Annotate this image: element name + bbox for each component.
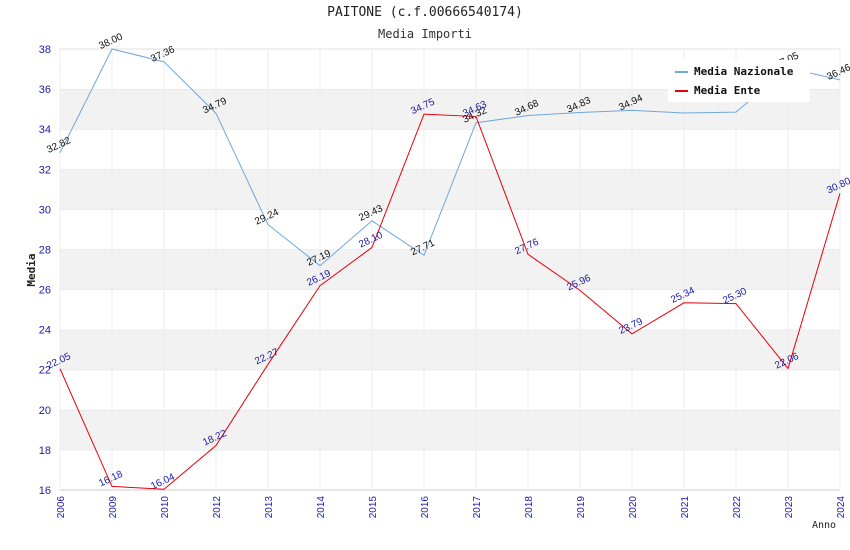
legend-box — [668, 60, 810, 102]
grid-band — [60, 449, 840, 490]
y-tick-label: 22 — [39, 365, 51, 377]
y-tick-label: 26 — [39, 285, 51, 297]
y-tick-label: 34 — [39, 124, 51, 136]
x-tick-label: 2023 — [784, 496, 795, 519]
x-tick-label: 2014 — [316, 496, 327, 519]
x-tick-labels: 2006 2009 2010 2012 2013 2014 2015 2016 2017 2018… — [56, 496, 847, 519]
x-tick-label: 2015 — [368, 496, 379, 519]
y-tick-label: 18 — [39, 445, 51, 457]
grid-band — [60, 409, 840, 450]
grid-band — [60, 129, 840, 170]
axes — [59, 49, 841, 491]
x-tick-label: 2017 — [472, 496, 483, 519]
x-tick-label: 2009 — [108, 496, 119, 519]
x-tick-label: 2016 — [420, 496, 431, 519]
grid-band — [60, 209, 840, 250]
x-tick-label: 2013 — [264, 496, 275, 519]
chart-title: PAITONE (c.f.00666540174) — [327, 5, 523, 20]
legend: Media Nazionale Media Ente — [668, 60, 810, 102]
grid-band — [60, 369, 840, 410]
y-tick-label: 36 — [39, 84, 51, 96]
x-tick-label: 2012 — [212, 496, 223, 519]
legend-label-ente: Media Ente — [694, 84, 761, 97]
y-tick-label: 20 — [39, 405, 51, 417]
y-tick-label: 30 — [39, 204, 51, 216]
y-tick-label: 38 — [39, 44, 51, 56]
grid-band — [60, 249, 840, 290]
y-tick-label: 28 — [39, 244, 51, 256]
series-line-nazionale — [59, 48, 841, 267]
x-tick-label: 2006 — [56, 496, 67, 519]
x-tick-label: 2021 — [680, 496, 691, 519]
grid-bands — [60, 48, 840, 490]
x-tick-label: 2022 — [732, 496, 743, 519]
y-tick-label: 24 — [39, 325, 51, 337]
grid-band — [60, 289, 840, 330]
y-axis-label: Media — [25, 253, 38, 286]
y-tick-label: 16 — [39, 485, 51, 497]
x-tick-label: 2020 — [628, 496, 639, 519]
grid-band — [60, 329, 840, 370]
series-lines — [59, 48, 841, 490]
legend-label-nazionale: Media Nazionale — [694, 65, 794, 78]
x-tick-label: 2019 — [576, 496, 587, 519]
chart-subtitle: Media Importi — [378, 27, 472, 41]
series-line-ente — [59, 113, 841, 490]
x-axis-label: Anno — [812, 520, 836, 531]
x-tick-label: 2010 — [160, 496, 171, 519]
x-tick-label: 2024 — [836, 496, 847, 519]
x-tick-label: 2018 — [524, 496, 535, 519]
y-tick-labels: 16 18 20 22 24 26 28 30 32 34 36 38 — [39, 44, 51, 497]
y-tick-label: 32 — [39, 164, 51, 176]
